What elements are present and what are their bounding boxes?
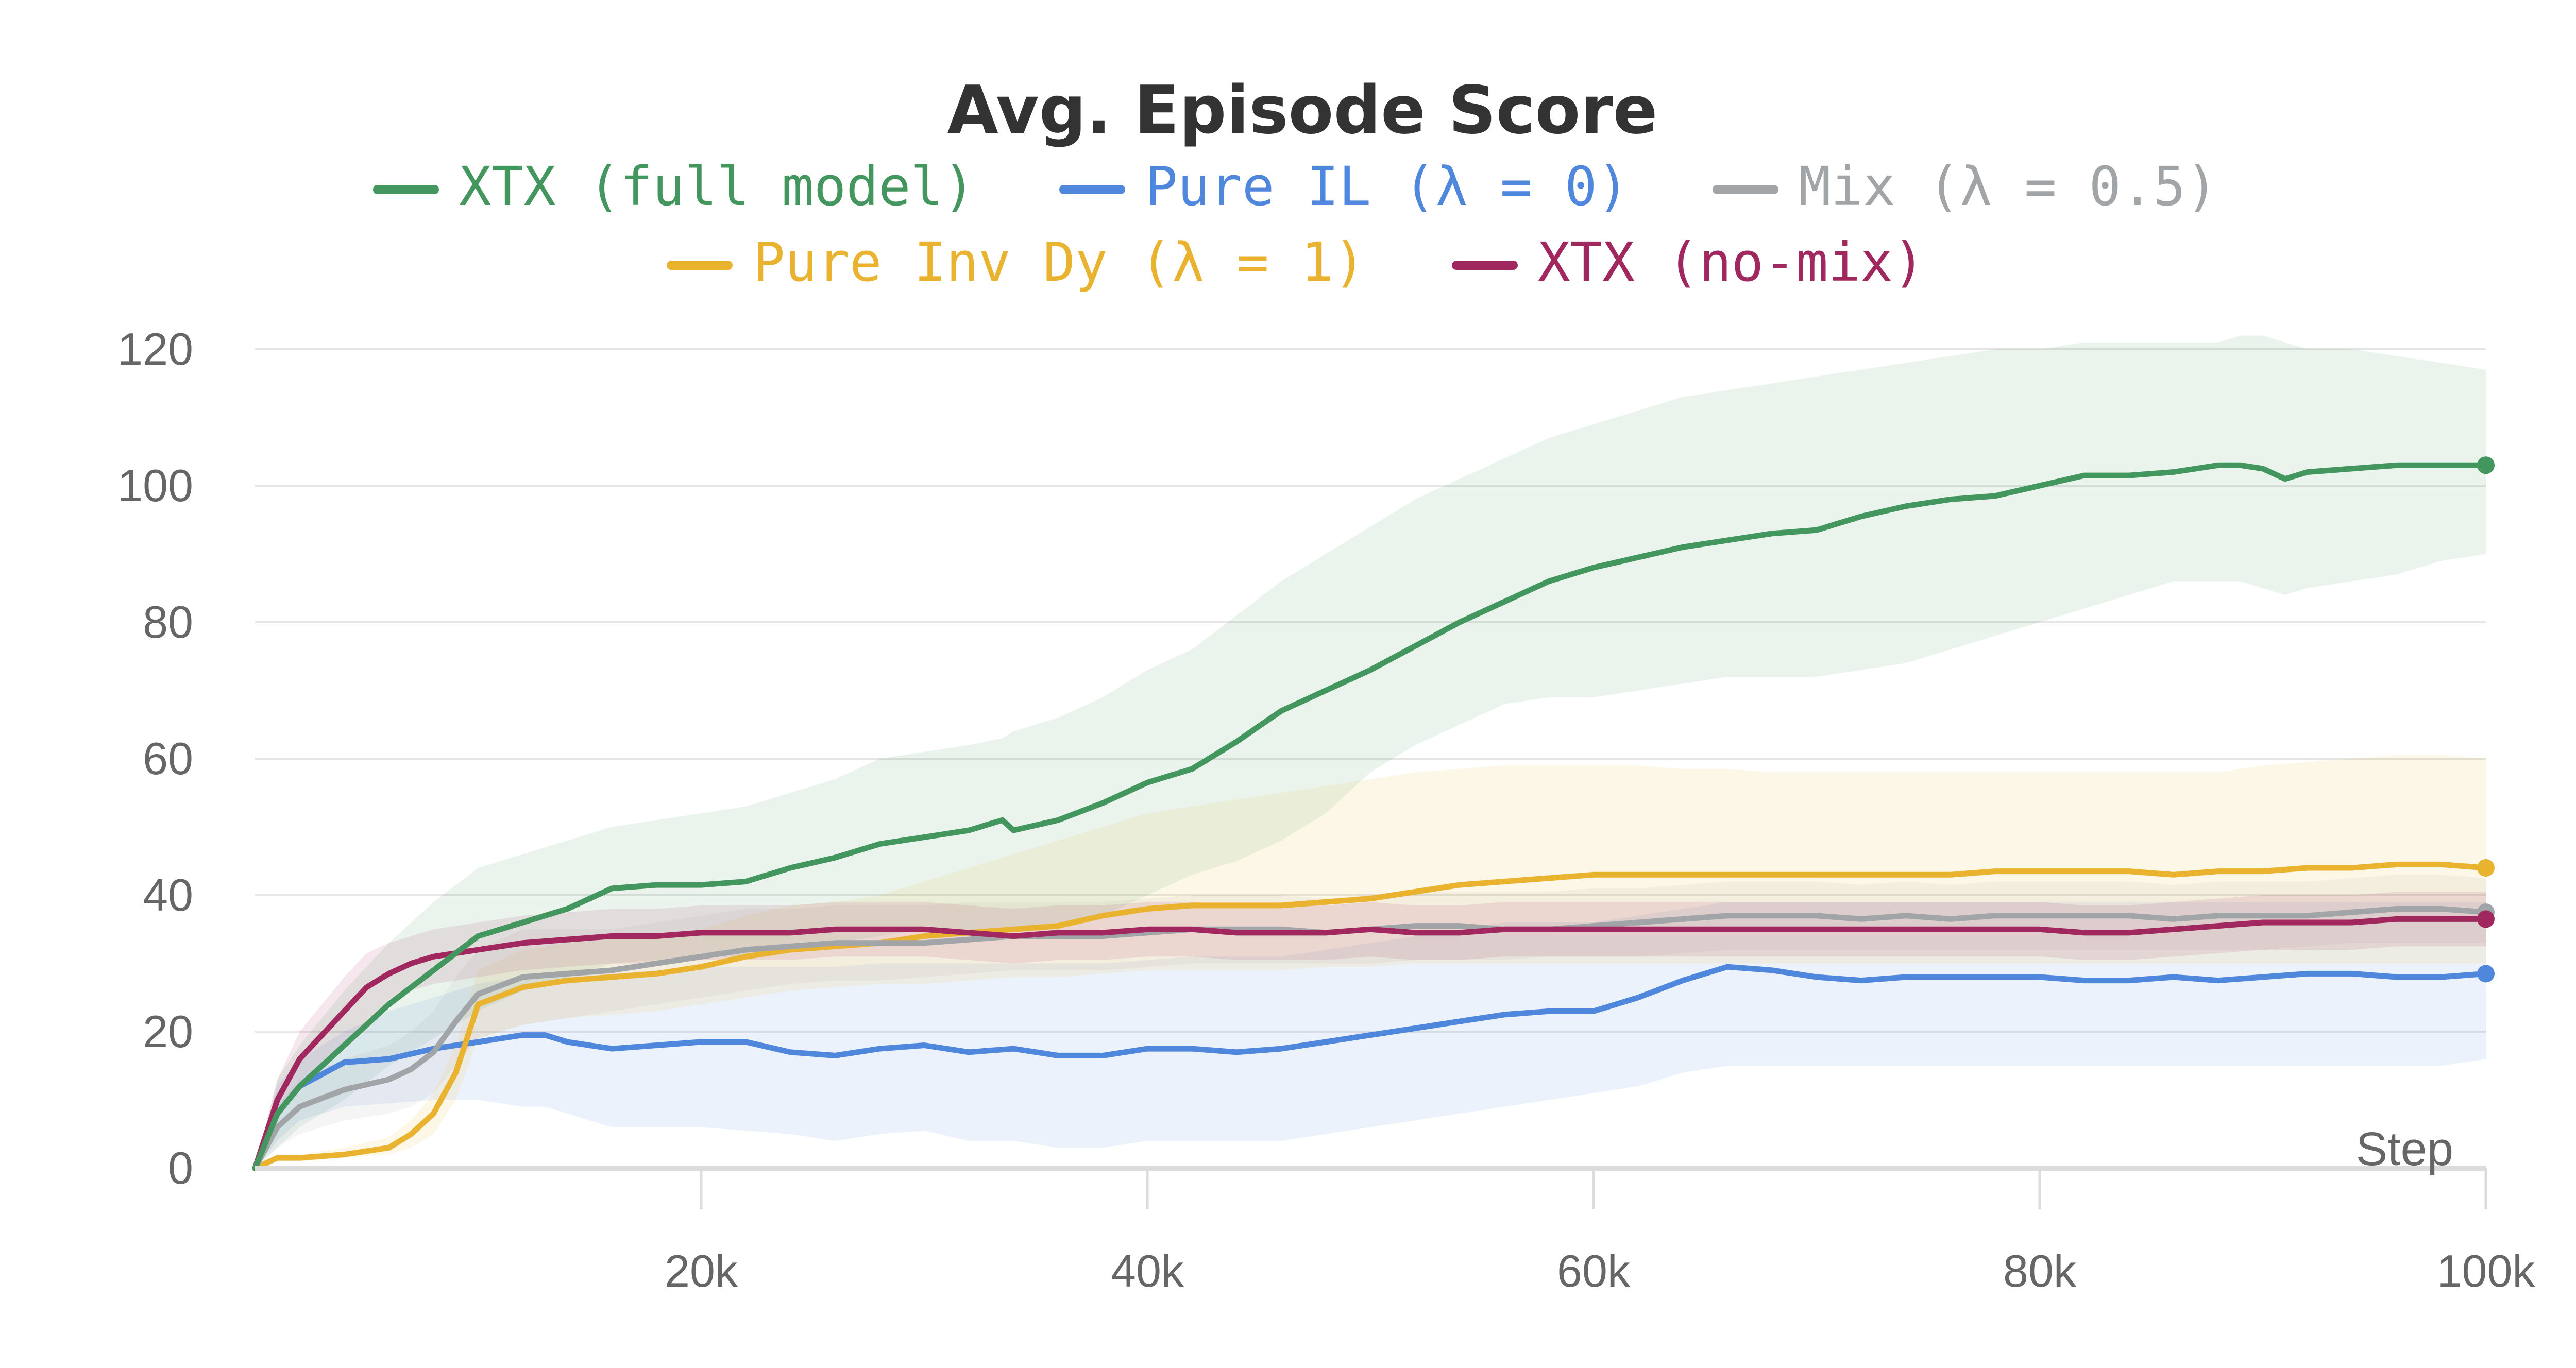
series-line-3	[252, 861, 2489, 1171]
x-tick-label: 20k	[665, 1245, 738, 1296]
x-tick-label: 40k	[1111, 1245, 1184, 1296]
band-0	[255, 335, 2486, 1168]
x-tick-label: 100k	[2437, 1245, 2536, 1296]
band-4	[255, 892, 2486, 1168]
legend-label-0: XTX (full model)	[459, 155, 975, 218]
axes: 20k 40k 60k 80k 100k	[255, 1166, 2536, 1296]
x-tick-label: 80k	[2003, 1245, 2077, 1296]
series-end-point-0	[2477, 456, 2495, 474]
legend-label-2: Mix (λ = 0.5)	[1799, 155, 2218, 218]
y-tick-label: 100	[117, 460, 193, 511]
series-line-1	[252, 964, 2489, 1171]
legend-label-1: Pure IL (λ = 0)	[1145, 155, 1629, 218]
series-end-point-1	[2477, 965, 2495, 983]
grid: 0 20 40 60 80 100 120	[117, 323, 2486, 1193]
legend: XTX (full model) Pure IL (λ = 0) Mix (λ = …	[373, 155, 2218, 294]
legend-label-4: XTX (no-mix)	[1538, 231, 1925, 294]
x-tick-label: 60k	[1557, 1245, 1631, 1296]
chart-title: Avg. Episode Score	[947, 72, 1658, 149]
y-tick-label: 0	[168, 1142, 193, 1193]
series-end-point-3	[2477, 859, 2495, 877]
series-end-points	[2477, 456, 2495, 983]
y-tick-label: 20	[143, 1006, 193, 1057]
legend-label-3: Pure Inv Dy (λ = 1)	[753, 231, 1366, 294]
y-tick-label: 40	[143, 869, 193, 920]
series-end-point-4	[2477, 910, 2495, 928]
y-tick-label: 80	[143, 596, 193, 647]
series-line-4	[252, 916, 2489, 1171]
y-tick-label: 120	[117, 323, 193, 374]
series-line-0	[252, 462, 2489, 1171]
y-tick-label: 60	[143, 733, 193, 784]
band-3	[255, 755, 2486, 1168]
series-lines	[252, 462, 2489, 1171]
x-axis-label: Step	[2356, 1123, 2453, 1175]
